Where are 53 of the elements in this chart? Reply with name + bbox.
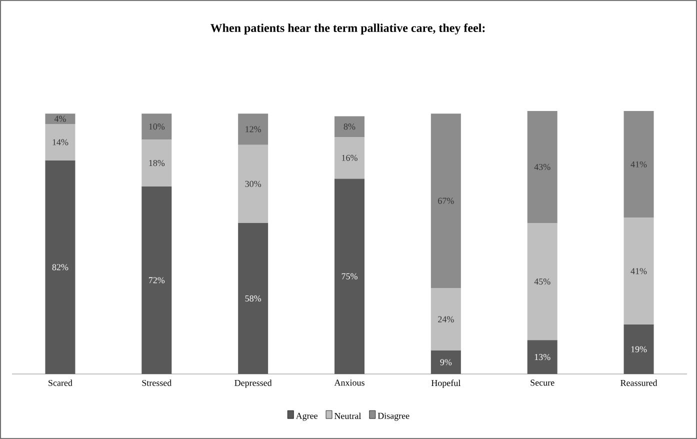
x-tick-label: Stressed <box>142 380 172 386</box>
bar <box>142 114 172 140</box>
bar <box>624 110 654 218</box>
bar <box>45 124 76 160</box>
bar <box>334 178 364 374</box>
data-label: 9% <box>440 359 452 366</box>
data-label: 4% <box>54 116 66 122</box>
data-label: 82% <box>52 264 68 270</box>
chart-title: When patients hear the term palliative care, they feel: <box>210 23 485 35</box>
data-label: 18% <box>149 160 165 166</box>
data-label: 16% <box>342 154 358 161</box>
bar <box>334 137 364 179</box>
x-tick-label: Reassured <box>620 380 658 386</box>
bar <box>430 350 461 374</box>
data-label: 58% <box>245 295 262 302</box>
bar <box>238 144 268 223</box>
legend-label: Neutral <box>334 412 362 420</box>
bar <box>527 110 558 223</box>
bar <box>238 114 268 145</box>
bar <box>45 114 76 124</box>
data-label: 10% <box>149 124 165 130</box>
bar <box>334 116 364 138</box>
data-label: 14% <box>52 139 68 146</box>
data-label: 72% <box>148 277 165 284</box>
data-label: 75% <box>342 273 358 280</box>
bar <box>45 160 76 374</box>
legend-label: Agree <box>296 412 318 421</box>
bar <box>430 288 461 351</box>
legend-label: Disagree <box>378 412 410 421</box>
bar <box>527 222 558 340</box>
data-label: 19% <box>631 346 647 352</box>
x-tick-label: Depressed <box>234 380 272 388</box>
data-label: 41% <box>630 268 647 274</box>
x-tick-label: Anxious <box>334 380 364 386</box>
data-label: 24% <box>438 316 454 322</box>
data-label: 13% <box>534 354 550 360</box>
bar <box>142 186 172 374</box>
data-label: 30% <box>245 180 262 187</box>
data-label: 43% <box>534 164 550 170</box>
bar <box>624 218 654 325</box>
data-label: 12% <box>246 126 262 132</box>
data-label: 41% <box>630 161 647 168</box>
bar <box>430 114 461 288</box>
bar <box>624 324 654 374</box>
data-label: 8% <box>344 124 356 130</box>
data-label: 67% <box>438 198 454 204</box>
bar <box>527 340 558 374</box>
bar <box>142 140 172 187</box>
data-label: 45% <box>534 278 550 285</box>
x-tick-label: Scared <box>48 380 72 386</box>
bar <box>238 222 268 374</box>
x-tick-label: Secure <box>530 380 554 386</box>
x-tick-label: Hopeful <box>431 380 460 388</box>
